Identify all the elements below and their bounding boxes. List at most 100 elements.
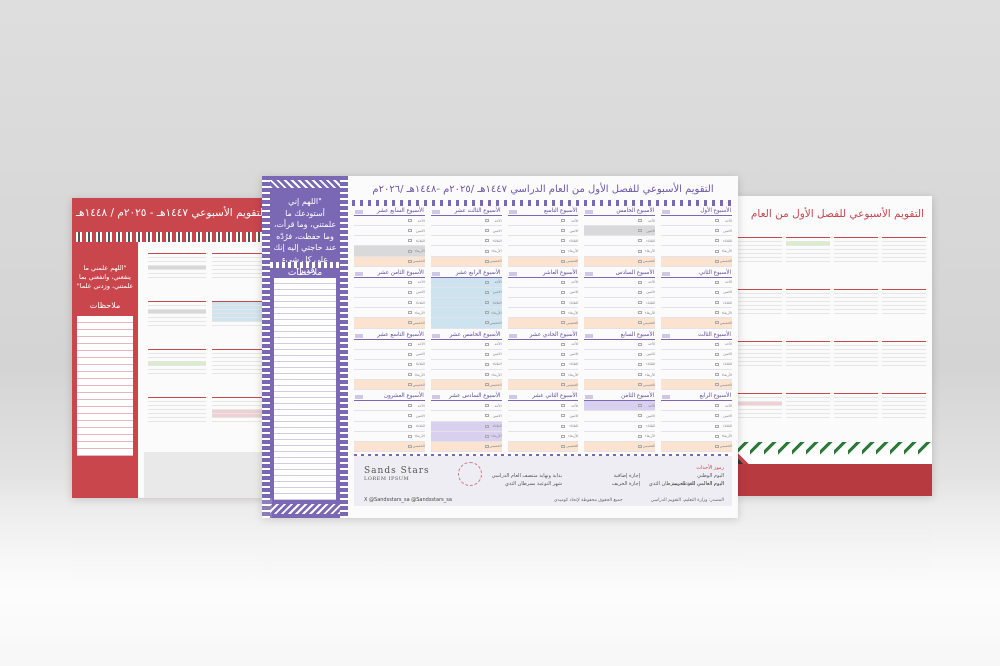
week-name: الأسبوع السادس عشر bbox=[449, 393, 501, 400]
day-checkbox bbox=[715, 290, 719, 294]
day-checkbox bbox=[407, 424, 412, 428]
left-sheet-prayer: "اللهم علمني ما ينفعني، وانفعني بما علمت… bbox=[76, 264, 134, 290]
day-row: الخميس bbox=[430, 256, 502, 267]
day-row: الأحد bbox=[584, 401, 656, 412]
day-checkbox bbox=[484, 301, 489, 305]
day-checkbox bbox=[638, 239, 643, 243]
day-checkbox bbox=[715, 229, 719, 233]
day-label: الاثنين bbox=[723, 352, 732, 357]
day-row: الخميس bbox=[584, 441, 656, 453]
day-label: الاثنين bbox=[415, 228, 425, 233]
day-checkbox bbox=[715, 219, 719, 223]
day-checkbox bbox=[715, 259, 719, 263]
week-card-header: الأسبوع الرابع عشر bbox=[430, 269, 502, 278]
day-label: الأربعاء bbox=[568, 372, 579, 377]
day-label: الأربعاء bbox=[721, 249, 732, 254]
day-checkbox bbox=[715, 342, 719, 346]
day-label: الثلاثاء bbox=[646, 300, 656, 305]
week-card-header: الأسبوع الخامس bbox=[584, 208, 656, 216]
week-name: الأسبوع الثامن عشر bbox=[377, 269, 424, 276]
week-name: الأسبوع الثامن bbox=[621, 393, 655, 400]
day-checkbox bbox=[715, 373, 719, 377]
day-label: الأربعاء bbox=[414, 310, 425, 315]
day-row: الأربعاء bbox=[584, 432, 656, 442]
week-tag bbox=[662, 395, 671, 400]
day-label: الخميس bbox=[719, 382, 732, 387]
week-days: الأحد الاثنين الثلاثاء الأربعاء الخميس bbox=[354, 340, 425, 391]
day-checkbox bbox=[715, 239, 719, 243]
mini-week bbox=[786, 390, 830, 418]
day-checkbox bbox=[407, 229, 412, 233]
day-checkbox bbox=[715, 424, 719, 428]
day-checkbox bbox=[715, 404, 719, 408]
day-label: الخميس bbox=[489, 382, 502, 387]
day-row: الثلاثاء bbox=[430, 236, 502, 247]
day-row: الخميس bbox=[661, 441, 732, 453]
week-tag bbox=[585, 333, 594, 338]
day-label: الأربعاء bbox=[644, 434, 656, 439]
day-label: الأحد bbox=[724, 342, 732, 347]
legend-item: اليوم الوطني bbox=[697, 473, 724, 479]
week-name: الأسبوع السادس bbox=[615, 269, 655, 276]
day-checkbox bbox=[715, 444, 719, 448]
day-checkbox bbox=[407, 404, 412, 408]
day-row: الخميس bbox=[507, 441, 579, 453]
mini-week bbox=[212, 298, 270, 326]
day-label: الأحد bbox=[417, 403, 425, 408]
day-label: الخميس bbox=[412, 320, 425, 325]
week-name: الأسبوع الرابع عشر bbox=[455, 269, 501, 276]
day-checkbox bbox=[561, 301, 566, 305]
day-row: الاثنين bbox=[584, 288, 656, 299]
day-checkbox bbox=[484, 362, 489, 366]
day-label: الثلاثاء bbox=[492, 362, 502, 367]
day-checkbox bbox=[638, 404, 643, 408]
day-checkbox bbox=[407, 249, 412, 253]
day-label: الأربعاء bbox=[568, 434, 579, 439]
day-label: الأربعاء bbox=[721, 434, 732, 439]
day-row: الخميس bbox=[507, 318, 579, 329]
day-row: الثلاثاء bbox=[584, 360, 656, 370]
day-row: الأربعاء bbox=[354, 432, 425, 442]
legend-column: رموز الأحداث اليوم الوطني اليوم العالمي … bbox=[672, 464, 724, 488]
week-card: الأسبوع السابع الأحد الاثنين الثلاثاء الأربع… bbox=[584, 332, 656, 391]
day-label: الأحد bbox=[648, 342, 656, 347]
day-checkbox bbox=[638, 383, 643, 387]
mini-week bbox=[882, 286, 926, 314]
day-row: الثلاثاء bbox=[661, 360, 732, 370]
legend-item: اليوم العالمي للغة العربية bbox=[671, 481, 724, 487]
day-label: الأربعاء bbox=[491, 372, 502, 377]
day-row: الثلاثاء bbox=[354, 236, 425, 247]
day-label: الثلاثاء bbox=[415, 424, 425, 429]
day-row: الخميس bbox=[584, 380, 656, 391]
day-row: الأربعاء bbox=[661, 432, 732, 442]
week-tag bbox=[355, 210, 363, 214]
day-label: الاثنين bbox=[569, 352, 579, 357]
week-tag bbox=[662, 271, 671, 276]
day-label: الخميس bbox=[412, 382, 425, 387]
week-days: الأحد الاثنين الثلاثاء الأربعاء الخميس bbox=[507, 278, 579, 329]
week-days: الأحد الاثنين الثلاثاء الأربعاء الخميس bbox=[584, 401, 656, 453]
day-label: الأربعاء bbox=[568, 310, 579, 315]
day-label: الاثنين bbox=[723, 290, 732, 295]
week-days: الأحد الاثنين الثلاثاء الأربعاء الخميس bbox=[507, 401, 579, 453]
day-label: الأربعاء bbox=[414, 249, 425, 254]
week-tag bbox=[355, 333, 363, 338]
week-card-header: الأسبوع السادس bbox=[584, 269, 656, 278]
day-label: الأربعاء bbox=[491, 434, 502, 439]
week-name: الأسبوع العاشر bbox=[542, 269, 578, 276]
day-checkbox bbox=[638, 434, 643, 438]
week-tag bbox=[508, 210, 517, 214]
week-days: الأحد الاثنين الثلاثاء الأربعاء الخميس bbox=[661, 340, 732, 391]
center-sheet-title: التقويم الأسبوعي للفصل الأول من العام ال… bbox=[372, 184, 714, 195]
day-row: الخميس bbox=[584, 318, 656, 329]
day-checkbox bbox=[484, 219, 489, 223]
day-row: الأربعاء bbox=[661, 370, 732, 381]
day-checkbox bbox=[484, 259, 489, 263]
day-checkbox bbox=[484, 404, 489, 408]
week-days: الأحد الاثنين الثلاثاء الأربعاء الخميس bbox=[661, 401, 732, 453]
day-checkbox bbox=[638, 424, 643, 428]
mini-week bbox=[882, 338, 926, 366]
mini-week bbox=[834, 338, 878, 366]
week-name: الأسبوع الرابع bbox=[699, 393, 731, 400]
week-card-header: الأسبوع الثاني bbox=[661, 270, 732, 278]
